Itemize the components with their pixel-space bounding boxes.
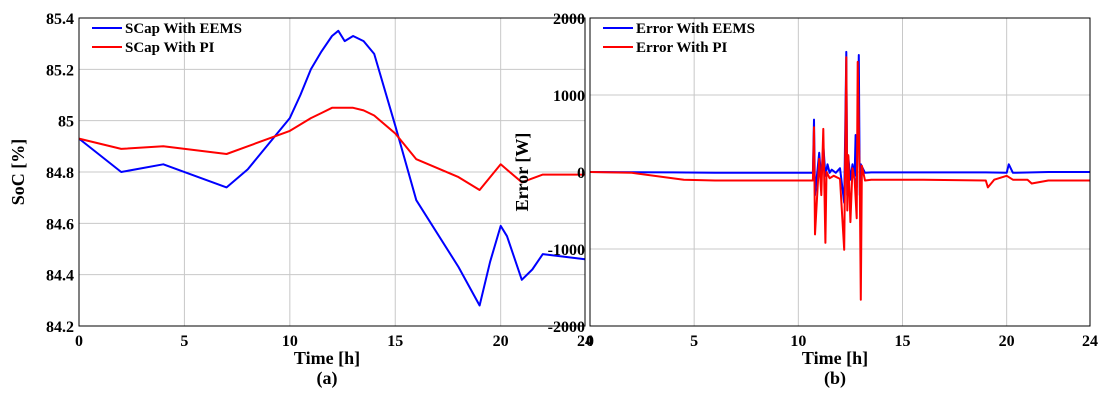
y-tick-label: 84.4 — [46, 268, 74, 285]
y-axis-label: Error [W] — [512, 133, 532, 212]
x-tick-label: 0 — [75, 333, 83, 350]
x-tick-label: 10 — [282, 333, 298, 350]
series-line-pi — [589, 56, 1090, 301]
series-line-eems — [78, 29, 586, 307]
y-tick-label: -2000 — [548, 319, 585, 336]
y-tick-label: 0 — [577, 165, 585, 182]
y-tick-label: 85.4 — [46, 11, 74, 28]
x-tick-label: 5 — [690, 333, 698, 350]
x-tick-label: 24 — [1082, 333, 1098, 350]
legend-label: Error With PI — [636, 40, 728, 56]
y-axis-label: SoC [%] — [8, 139, 28, 206]
legend-label: SCap With PI — [125, 40, 215, 56]
x-tick-label: 20 — [999, 333, 1015, 350]
y-tick-label: 2000 — [553, 11, 585, 28]
x-tick-label: 5 — [180, 333, 188, 350]
x-axis-label: Time [h] — [802, 348, 868, 368]
x-axis-label: Time [h] — [294, 348, 360, 368]
x-tick-label: 0 — [586, 333, 594, 350]
panel-caption: (a) — [317, 368, 338, 389]
series-line-pi — [78, 106, 585, 191]
y-tick-label: 85.2 — [46, 62, 74, 79]
y-tick-label: -1000 — [548, 242, 585, 259]
y-tick-label: 84.2 — [46, 319, 74, 336]
panel-a-chart: 0 5 10 15 20 24 84.2 84.4 84.6 84.8 85 85.2 85.4 SCap… — [8, 11, 593, 389]
y-tick-label: 84.6 — [46, 216, 74, 233]
x-tick-label: 15 — [387, 333, 403, 350]
y-tick-label: 84.8 — [46, 165, 74, 182]
y-tick-label: 1000 — [553, 88, 585, 105]
panel-caption: (b) — [824, 368, 846, 389]
x-tick-label: 24 — [577, 333, 593, 350]
plot-area-frame — [589, 17, 1091, 327]
x-tick-label: 15 — [895, 333, 911, 350]
x-tick-label: 10 — [790, 333, 806, 350]
legend-label: Error With EEMS — [636, 21, 755, 37]
x-tick-label: 20 — [493, 333, 509, 350]
plot-area-frame — [78, 17, 586, 327]
y-tick-label: 85 — [58, 114, 74, 131]
legend-label: SCap With EEMS — [125, 21, 242, 37]
